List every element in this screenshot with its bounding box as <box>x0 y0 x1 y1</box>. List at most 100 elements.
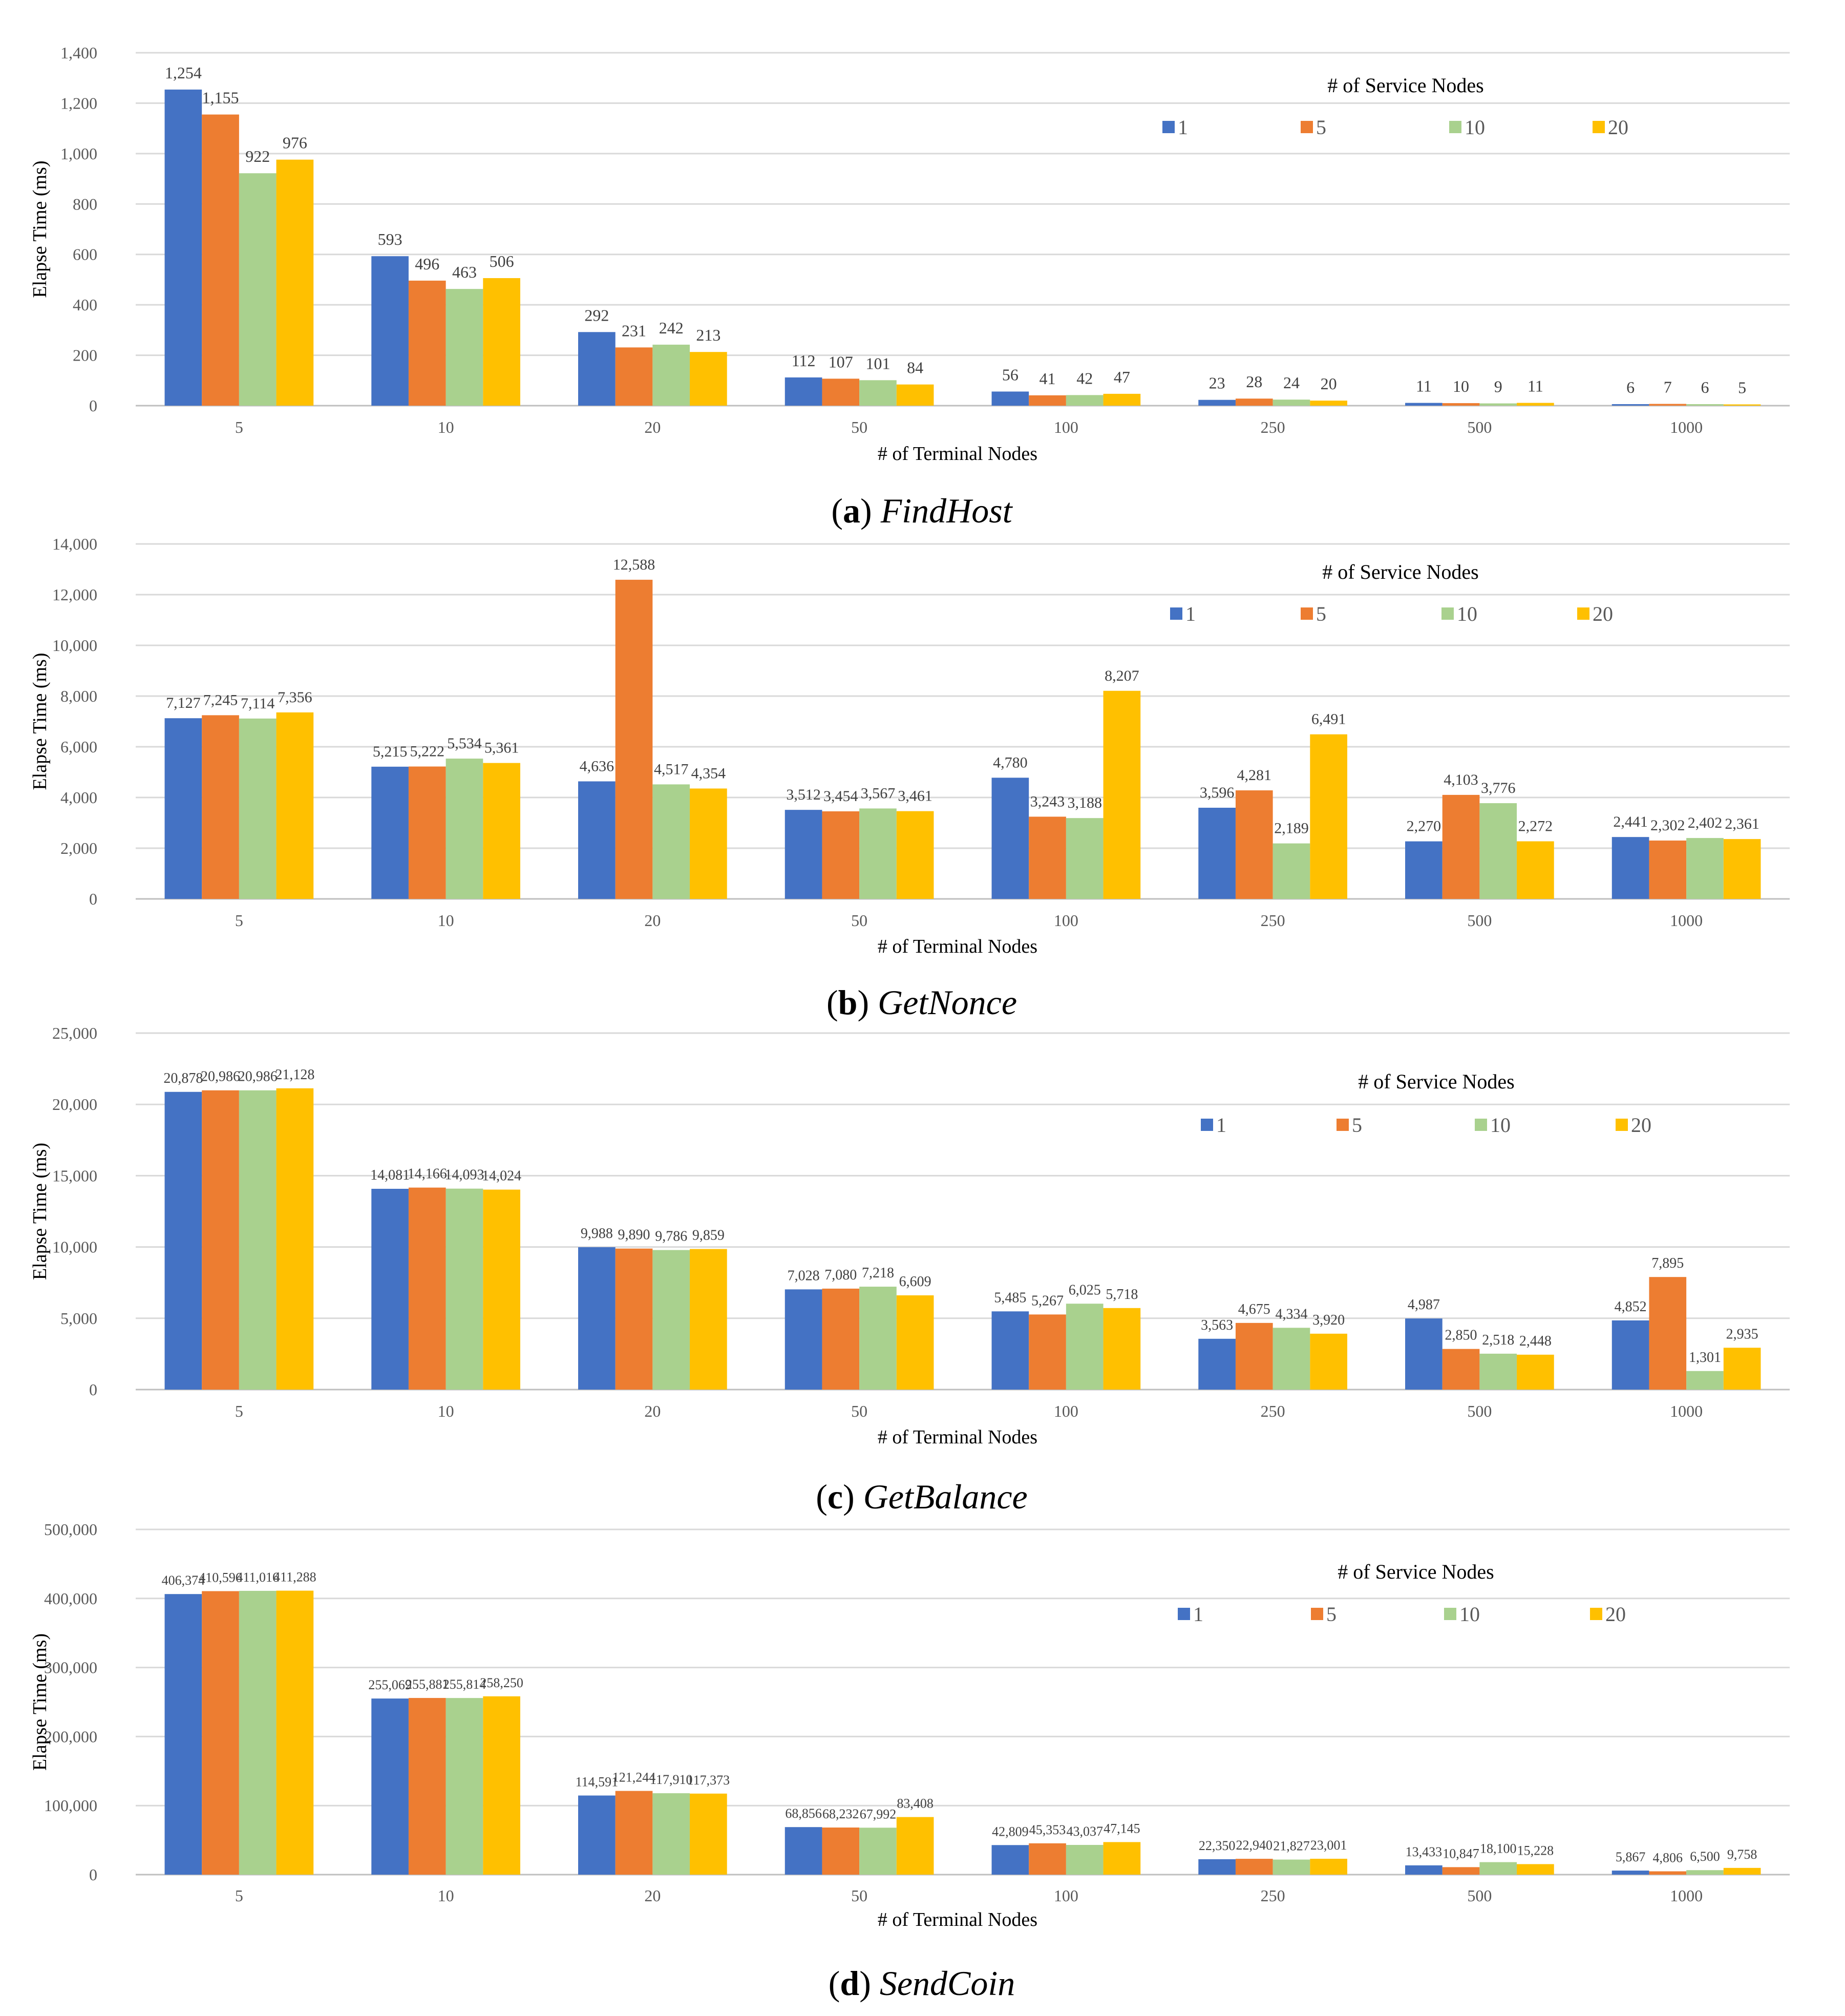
bar-series-10-5 <box>239 173 277 406</box>
data-label: 47,145 <box>1104 1821 1140 1836</box>
chart-panel-c: 0 5,000 10,000 15,000 20,000 25,000 Elapse Tim… <box>29 1024 1790 1516</box>
data-label: 43,037 <box>1066 1824 1103 1839</box>
bar-series-1-20 <box>578 781 616 899</box>
bar-series-10-50 <box>859 1287 897 1390</box>
legend-swatch-series-20 <box>1590 1608 1602 1620</box>
y-tick-label: 0 <box>89 396 97 415</box>
bar-series-20-1000 <box>1723 1348 1761 1390</box>
caption: (b) GetNonce <box>826 983 1017 1022</box>
x-tick-label: 10 <box>438 1886 454 1905</box>
x-tick-label: 500 <box>1467 1402 1492 1420</box>
x-tick-label: 100 <box>1054 418 1078 436</box>
bar-series-1-500 <box>1405 1865 1443 1875</box>
data-label: 14,166 <box>408 1166 447 1182</box>
data-label: 506 <box>490 252 514 270</box>
y-tick-label: 0 <box>89 890 97 908</box>
bar-series-1-20 <box>578 332 616 406</box>
data-label: 45,353 <box>1029 1822 1066 1837</box>
bar-series-20-10 <box>483 1189 520 1390</box>
bar-series-20-250 <box>1310 734 1347 899</box>
y-tick-label: 600 <box>73 245 97 264</box>
legend-swatch-series-1 <box>1170 607 1182 620</box>
legend-label-series-1: 1 <box>1216 1114 1226 1137</box>
bar-series-5-10 <box>408 766 446 899</box>
y-tick-label: 200 <box>73 346 97 365</box>
bar-series-1-20 <box>578 1247 616 1390</box>
y-axis-label: Elapse Time (ms) <box>29 1143 51 1280</box>
bar-series-20-100 <box>1103 393 1141 406</box>
legend-swatch-series-10 <box>1449 121 1461 133</box>
data-label: 7,356 <box>278 689 312 706</box>
x-tick-label: 10 <box>438 1402 454 1420</box>
bar-series-1-50 <box>784 1827 822 1875</box>
bar-series-5-20 <box>615 1791 653 1875</box>
data-label: 7,127 <box>166 695 201 711</box>
bar-series-10-20 <box>652 1250 690 1390</box>
legend-label-series-20: 20 <box>1593 602 1613 625</box>
y-tick-label: 200,000 <box>44 1727 97 1746</box>
bar-series-5-1000 <box>1649 841 1687 899</box>
bar-series-10-1000 <box>1686 1371 1724 1390</box>
y-tick-label: 500,000 <box>44 1520 97 1539</box>
data-label: 496 <box>415 255 439 273</box>
bar-series-1-100 <box>991 778 1029 899</box>
data-label: 231 <box>622 321 646 340</box>
legend-label-series-5: 5 <box>1326 1603 1337 1626</box>
bar-series-1-10 <box>371 766 409 899</box>
bar-series-20-5 <box>276 712 314 899</box>
data-label: 2,448 <box>1519 1333 1552 1349</box>
chart-panel-b: 0 2,000 4,000 6,000 8,000 10,000 12,000 14,000 E… <box>29 535 1790 1022</box>
bar-series-5-250 <box>1235 1859 1273 1875</box>
legend-swatch-series-20 <box>1616 1119 1628 1131</box>
bar-series-5-50 <box>822 1828 860 1875</box>
y-tick-label: 400 <box>73 296 97 314</box>
bar-series-1-10 <box>371 256 409 406</box>
bar-series-20-10 <box>483 1696 520 1875</box>
bar-series-5-10 <box>408 1187 446 1390</box>
legend-swatch-series-1 <box>1178 1608 1190 1620</box>
bar-series-1-50 <box>784 810 822 899</box>
bar-series-5-250 <box>1235 790 1273 899</box>
data-label: 3,188 <box>1067 794 1102 811</box>
y-tick-label: 8,000 <box>60 687 97 705</box>
data-label: 9 <box>1494 377 1502 396</box>
chart-panel-a: 0 200 400 600 800 1,000 1,200 1,400 Elapse Time … <box>29 44 1790 530</box>
x-tick-label: 250 <box>1261 418 1285 436</box>
bar-series-20-5 <box>276 159 314 406</box>
x-tick-label: 10 <box>438 418 454 436</box>
bar-series-10-100 <box>1066 818 1104 899</box>
bar-series-1-250 <box>1198 807 1236 899</box>
y-tick-label: 25,000 <box>52 1024 97 1042</box>
y-tick-label: 5,000 <box>60 1309 97 1328</box>
bar-series-1-250 <box>1198 1859 1236 1875</box>
x-tick-label: 250 <box>1261 1886 1285 1905</box>
x-tick-label: 500 <box>1467 911 1492 930</box>
bar-series-5-100 <box>1029 816 1066 899</box>
data-label: 6,500 <box>1690 1849 1720 1864</box>
bar-series-5-10 <box>408 280 446 406</box>
legend-swatch-series-5 <box>1301 121 1313 133</box>
data-label: 42 <box>1076 369 1093 387</box>
bar-series-5-100 <box>1029 1314 1066 1390</box>
bar-series-10-50 <box>859 1828 897 1875</box>
data-label: 5,867 <box>1616 1850 1646 1864</box>
y-axis-label: Elapse Time (ms) <box>29 160 51 298</box>
bar-series-5-5 <box>202 114 239 406</box>
bar-series-5-20 <box>615 347 653 406</box>
data-label: 5,534 <box>447 735 482 752</box>
x-tick-label: 1000 <box>1670 911 1703 930</box>
data-label: 4,334 <box>1275 1306 1307 1322</box>
legend-title: # of Service Nodes <box>1358 1070 1514 1093</box>
data-label: 7,028 <box>788 1268 820 1284</box>
bar-series-10-5 <box>239 1590 277 1875</box>
bar-series-5-500 <box>1442 1867 1480 1875</box>
bar-series-10-20 <box>652 784 690 899</box>
data-label: 7,895 <box>1651 1255 1684 1271</box>
x-axis-label: # of Terminal Nodes <box>878 1426 1037 1448</box>
data-label: 2,402 <box>1688 814 1723 831</box>
data-label: 117,910 <box>650 1772 693 1787</box>
caption-paren-close: ) <box>860 491 881 530</box>
caption-paren-close: ) <box>857 983 878 1022</box>
data-label: 10 <box>1453 377 1469 395</box>
data-label: 41 <box>1040 369 1056 388</box>
